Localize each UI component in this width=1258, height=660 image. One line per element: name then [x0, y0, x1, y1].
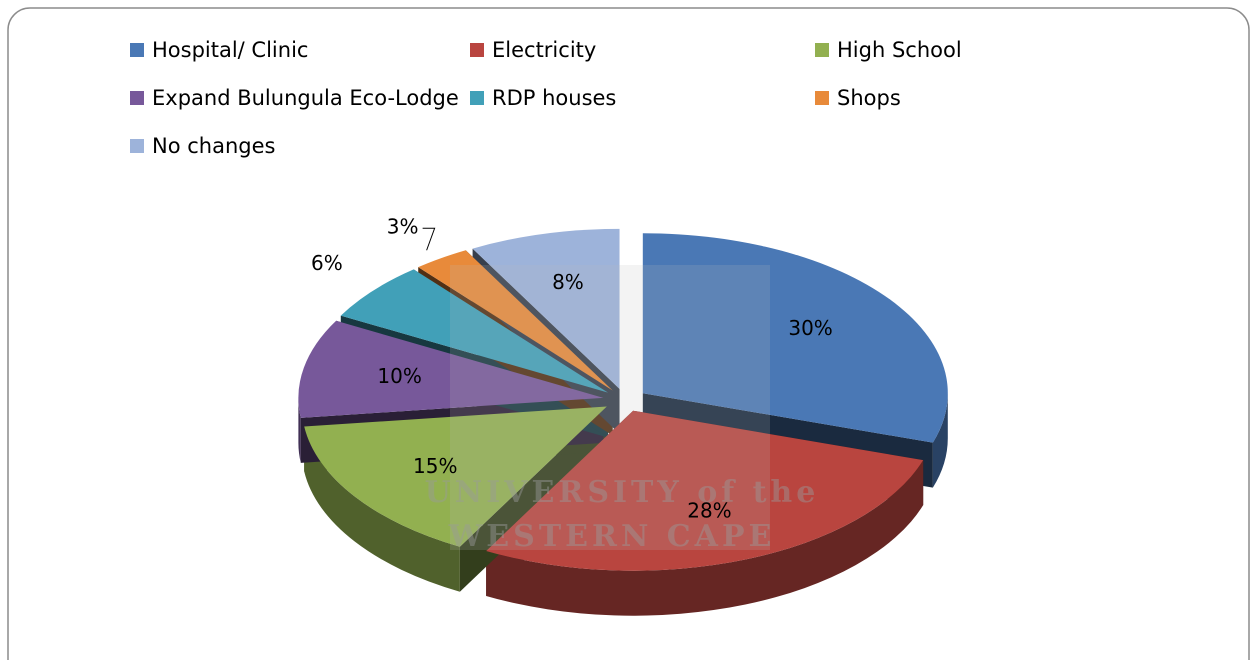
pie-tops [298, 228, 948, 571]
legend-label: Hospital/ Clinic [152, 38, 308, 62]
data-label: 28% [687, 498, 731, 522]
legend-swatch [470, 91, 484, 105]
slice [304, 406, 607, 547]
data-label: 30% [788, 316, 832, 340]
watermark-text: UNIVERSITY of the [425, 475, 820, 510]
legend-label: Electricity [492, 38, 596, 62]
watermark-crest [450, 265, 770, 550]
legend-label: Expand Bulungula Eco-Lodge [152, 86, 459, 110]
data-label: 10% [377, 364, 421, 388]
legend: Hospital/ Clinic Electricity High School Ex… [130, 38, 962, 158]
data-labels: 30% 28% 15% 10% 6% 3% 8% [311, 215, 833, 523]
data-label: 8% [552, 270, 584, 294]
slice [642, 233, 948, 443]
legend-swatch [815, 43, 829, 57]
slice [486, 410, 924, 571]
slice [298, 320, 604, 418]
legend-label: High School [837, 38, 962, 62]
slice-side [932, 393, 948, 488]
legend-label: Shops [837, 86, 901, 110]
legend-label: No changes [152, 134, 275, 158]
legend-swatch [815, 91, 829, 105]
slice-side [304, 426, 460, 592]
slice [472, 228, 620, 389]
legend-label: RDP houses [492, 86, 616, 110]
legend-swatch [130, 139, 144, 153]
legend-swatch [130, 91, 144, 105]
slice [418, 250, 613, 391]
slice-side [486, 460, 924, 616]
slice [340, 269, 609, 393]
data-label: 15% [413, 454, 457, 478]
data-label: 3% [387, 215, 419, 239]
leader-line [422, 227, 436, 251]
watermark [450, 265, 770, 550]
data-label: 6% [311, 251, 343, 275]
legend-swatch [470, 43, 484, 57]
watermark-text: WESTERN CAPE [448, 519, 776, 554]
legend-swatch [130, 43, 144, 57]
slice-side [298, 397, 301, 463]
